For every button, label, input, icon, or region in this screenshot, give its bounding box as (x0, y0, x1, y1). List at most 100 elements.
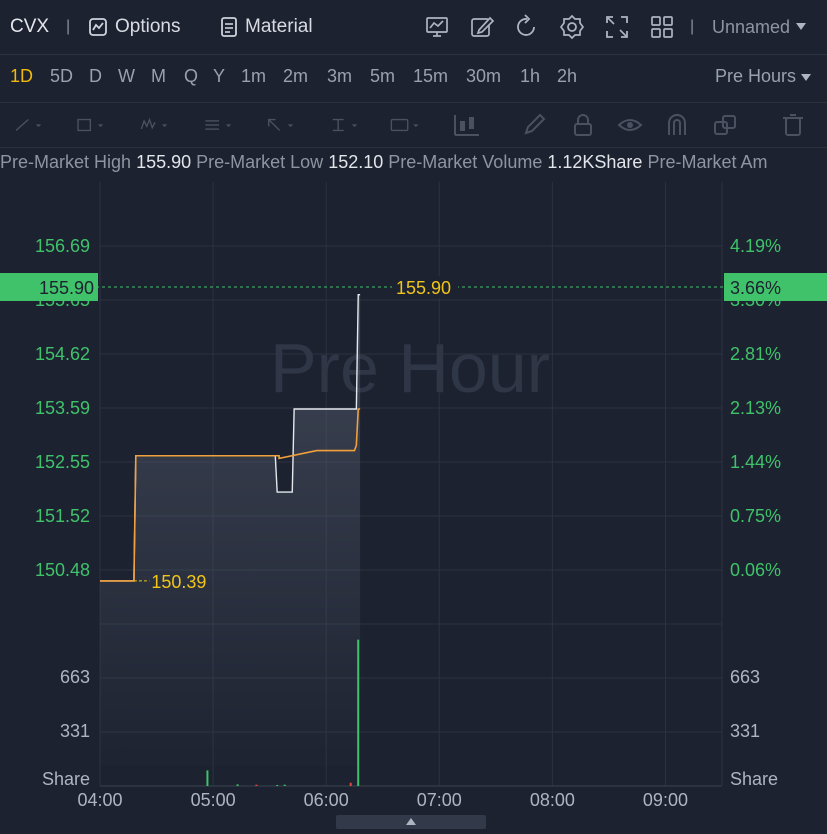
caret-down-icon (801, 74, 811, 81)
price-tick-label: 150.48 (35, 560, 90, 580)
toolbar-divider: | (66, 18, 71, 35)
options-label: Options (115, 16, 181, 37)
x-tick-label: 08:00 (530, 790, 575, 810)
pattern-icon[interactable] (140, 113, 170, 137)
fullscreen-icon[interactable] (604, 14, 630, 40)
timeframe-y[interactable]: Y (213, 66, 226, 86)
pre-market-info: Pre-Market High 155.90 Pre-Market Low 15… (0, 152, 827, 182)
session-select-label: Pre Hours (714, 66, 796, 86)
volume-tick-left: 663 (60, 667, 90, 687)
timeframe-d[interactable]: D (89, 66, 102, 86)
settings-icon[interactable] (559, 14, 585, 40)
trash-icon[interactable] (778, 113, 808, 137)
timeframe-30m[interactable]: 30m (466, 66, 502, 86)
timeframe-2h[interactable]: 2h (557, 66, 578, 86)
caret-down-icon (796, 23, 807, 30)
price-tick-label: 152.55 (35, 452, 90, 472)
timeframe-5d[interactable]: 5D (50, 66, 74, 86)
arrow-icon[interactable] (266, 113, 296, 137)
session-select[interactable]: Pre Hours (715, 66, 811, 87)
lock-icon[interactable] (568, 113, 598, 137)
percent-tick-label: 1.44% (730, 452, 781, 472)
pre-market-low-label: Pre-Market Low (196, 152, 324, 172)
indicator-icon[interactable] (424, 14, 450, 40)
x-tick-label: 09:00 (643, 790, 688, 810)
timeframe-w[interactable]: W (118, 66, 135, 86)
timeframe-m[interactable]: M (151, 66, 166, 86)
symbol-ticker[interactable]: CVX (10, 16, 50, 37)
draw-icon[interactable] (469, 14, 495, 40)
pre-market-volume-value: 1.12KShare (547, 152, 643, 172)
timeframe-5m[interactable]: 5m (370, 66, 396, 86)
price-chart[interactable]: Pre Hour 150.39156.69155.65154.62153.591… (0, 182, 827, 815)
pre-market-amount-label: Pre-Market Am (647, 152, 768, 172)
timeframe-1d[interactable]: 1D (10, 66, 34, 86)
timeframe-q[interactable]: Q (184, 66, 199, 86)
price-label-icon[interactable] (390, 113, 420, 137)
volume-tick-right: 331 (730, 721, 760, 741)
timeframe-bar: 1D 5D D W M Q Y 1m 2m 3m 5m 15m 30m 1h 2… (0, 56, 827, 102)
price-tick-label: 151.52 (35, 506, 90, 526)
options-chart-icon (89, 18, 107, 36)
last-price-tag (0, 273, 98, 301)
measure-icon[interactable] (330, 113, 360, 137)
average-line (100, 408, 361, 582)
last-percent-tag (724, 273, 827, 301)
price-tick-label: 153.59 (35, 398, 90, 418)
rectangle-icon[interactable] (76, 113, 106, 137)
x-tick-label: 07:00 (417, 790, 462, 810)
inline-price-bg (392, 276, 458, 298)
plot-layer (0, 286, 827, 786)
pre-market-high-label: Pre-Market High (0, 152, 132, 172)
percent-tick-label: 2.13% (730, 398, 781, 418)
material-button[interactable]: Material (220, 0, 313, 54)
options-button[interactable]: Options (88, 0, 180, 54)
volume-tick-left: Share (42, 769, 90, 789)
percent-tick-label: 2.81% (730, 344, 781, 364)
drawing-toolbar (0, 102, 827, 148)
pencil-icon[interactable] (520, 113, 550, 137)
material-label: Material (245, 16, 313, 37)
last-percent-tag-text: 3.66% (730, 278, 781, 298)
percent-tick-label: 4.19% (730, 236, 781, 256)
price-tick-label: 154.62 (35, 344, 90, 364)
x-tick-label: 05:00 (191, 790, 236, 810)
layout-name: Unnamed (712, 16, 791, 37)
magnet-icon[interactable] (662, 113, 692, 137)
chart-watermark: Pre Hour (270, 329, 550, 407)
timeframe-15m[interactable]: 15m (413, 66, 449, 86)
eye-icon[interactable] (615, 113, 645, 137)
pre-market-volume-label: Pre-Market Volume (388, 152, 543, 172)
percent-tick-label: 0.75% (730, 506, 781, 526)
trend-line-icon[interactable] (14, 113, 44, 137)
refresh-icon[interactable] (514, 14, 540, 40)
price-tick-label: 156.69 (35, 236, 90, 256)
x-tick-label: 06:00 (304, 790, 349, 810)
last-price-tag-text: 155.90 (39, 278, 94, 298)
timeframe-3m[interactable]: 3m (327, 66, 353, 86)
candle-icon[interactable] (452, 113, 482, 137)
timeframe-1m[interactable]: 1m (241, 66, 267, 86)
volume-tick-right: Share (730, 769, 778, 789)
timeframe-1h[interactable]: 1h (520, 66, 541, 86)
caret-up-icon (406, 818, 416, 825)
fib-icon[interactable] (204, 113, 234, 137)
axis-labels: 150.39156.69155.65154.62153.59152.55151.… (0, 236, 827, 810)
document-icon (221, 17, 237, 37)
pre-market-low-value: 152.10 (328, 152, 384, 172)
expand-panel-tab[interactable] (336, 815, 486, 829)
volume-tick-left: 331 (60, 721, 90, 741)
prev-close-label: 150.39 (151, 572, 206, 592)
percent-tick-label: 0.06% (730, 560, 781, 580)
toolbar-divider-2: | (690, 18, 695, 35)
x-tick-label: 04:00 (77, 790, 122, 810)
inline-last-price-label: 155.90 (396, 278, 451, 298)
top-toolbar: CVX | Options Material (0, 0, 827, 55)
pre-market-high-value: 155.90 (136, 152, 192, 172)
clone-icon[interactable] (710, 113, 740, 137)
volume-tick-right: 663 (730, 667, 760, 687)
layout-grid-icon[interactable] (649, 14, 675, 40)
layout-name-select[interactable]: Unnamed (712, 0, 807, 54)
price-area-fill (100, 294, 361, 766)
timeframe-2m[interactable]: 2m (283, 66, 309, 86)
